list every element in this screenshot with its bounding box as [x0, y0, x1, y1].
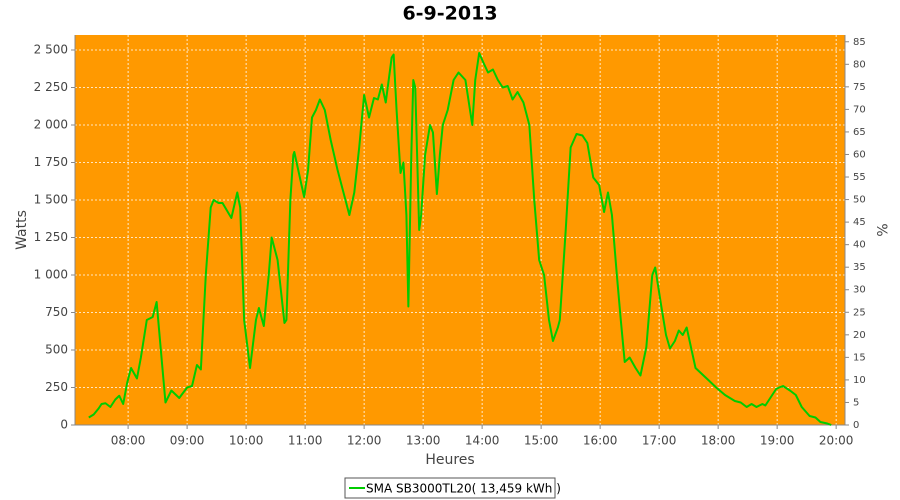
- y2-tick-label: 15: [853, 352, 866, 363]
- y2-axis-label: %: [873, 223, 889, 236]
- y-tick-label: 1 000: [34, 268, 68, 282]
- chart-title: 6-9-2013: [402, 3, 497, 25]
- y-tick-label: 0: [60, 418, 68, 432]
- legend-label: SMA SB3000TL20( 13,459 kWh ): [366, 482, 561, 496]
- y-tick-label: 500: [45, 343, 68, 357]
- x-tick-label: 08:00: [111, 434, 146, 448]
- data-line: [88, 52, 832, 426]
- x-tick-label: 10:00: [229, 434, 264, 448]
- y-tick-label: 2 000: [34, 118, 68, 132]
- y-tick-label: 1 750: [34, 155, 68, 169]
- y-tick-label: 1 250: [34, 230, 68, 244]
- y2-tick-label: 80: [853, 59, 866, 70]
- y2-tick-label: 60: [853, 149, 866, 160]
- y-tick-label: 750: [45, 305, 68, 319]
- y2-tick-label: 55: [853, 172, 866, 183]
- y2-tick-label: 75: [853, 82, 866, 93]
- y2-tick-label: 70: [853, 104, 866, 115]
- y2-tick-label: 40: [853, 240, 866, 251]
- x-tick-label: 17:00: [642, 434, 677, 448]
- legend: [344, 477, 556, 499]
- y2-tick-label: 25: [853, 307, 866, 318]
- y-axis-label: Watts: [14, 210, 30, 250]
- y2-tick-label: 30: [853, 285, 866, 296]
- y-tick-label: 250: [45, 380, 68, 394]
- y-tick-label: 1 500: [34, 193, 68, 207]
- x-tick-label: 09:00: [170, 434, 205, 448]
- y-tick-label: 2 500: [34, 43, 68, 57]
- y2-tick-label: 85: [853, 37, 866, 48]
- y2-tick-label: 45: [853, 217, 866, 228]
- x-tick-label: 18:00: [701, 434, 736, 448]
- y2-tick-label: 50: [853, 195, 866, 206]
- y2-tick-label: 35: [853, 262, 866, 273]
- x-tick-label: 14:00: [465, 434, 500, 448]
- y-tick-label: 2 250: [34, 80, 68, 94]
- x-tick-label: 13:00: [406, 434, 441, 448]
- x-axis-label: Heures: [425, 452, 474, 468]
- plot-area: [75, 35, 845, 425]
- x-tick-label: 20:00: [819, 434, 854, 448]
- x-tick-label: 12:00: [347, 434, 382, 448]
- y2-tick-label: 0: [853, 420, 859, 431]
- x-tick-label: 15:00: [524, 434, 559, 448]
- y2-tick-label: 10: [853, 375, 866, 386]
- x-tick-label: 16:00: [583, 434, 618, 448]
- y2-tick-label: 20: [853, 330, 866, 341]
- x-tick-label: 19:00: [760, 434, 795, 448]
- x-tick-label: 11:00: [288, 434, 323, 448]
- y2-tick-label: 5: [853, 397, 859, 408]
- y2-tick-label: 65: [853, 127, 866, 138]
